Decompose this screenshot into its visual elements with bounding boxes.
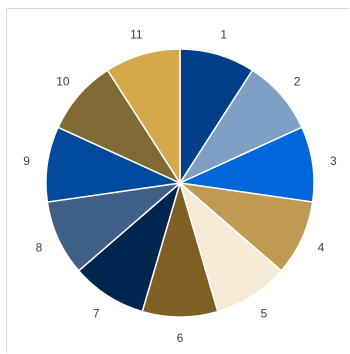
pie-slice-11 <box>106 48 181 186</box>
slice-label-8: 8 <box>36 240 43 254</box>
slice-labels: 1 2 3 4 5 6 7 8 9 10 11 <box>23 27 337 345</box>
slice-label-5: 5 <box>260 306 267 320</box>
slice-label-1: 1 <box>220 27 227 41</box>
slice-label-9: 9 <box>23 154 30 168</box>
slice-label-4: 4 <box>318 240 325 254</box>
slice-label-6: 6 <box>177 331 184 345</box>
slice-label-7: 7 <box>93 306 100 320</box>
slice-label-10: 10 <box>56 75 70 89</box>
slice-label-2: 2 <box>294 75 301 89</box>
pie-slices <box>45 48 315 318</box>
slice-label-3: 3 <box>330 154 337 168</box>
slice-label-11: 11 <box>130 27 143 41</box>
